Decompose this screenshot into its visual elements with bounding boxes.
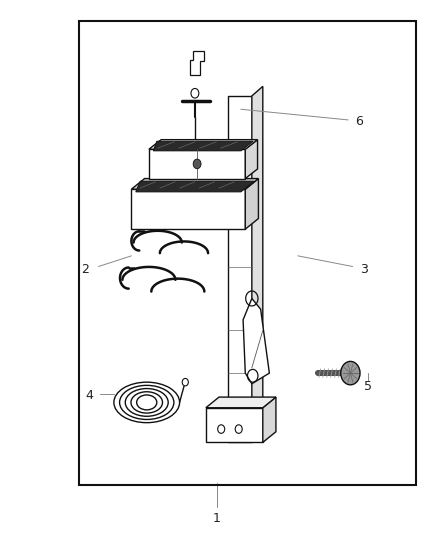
Polygon shape bbox=[243, 298, 269, 384]
Polygon shape bbox=[228, 96, 252, 442]
Polygon shape bbox=[252, 86, 263, 442]
Text: 4: 4 bbox=[86, 389, 94, 402]
Text: 1: 1 bbox=[213, 512, 221, 524]
Text: 2: 2 bbox=[81, 263, 89, 276]
Polygon shape bbox=[190, 51, 204, 75]
Polygon shape bbox=[131, 189, 245, 229]
Polygon shape bbox=[245, 140, 258, 179]
Text: 3: 3 bbox=[360, 263, 367, 276]
Circle shape bbox=[193, 159, 201, 169]
Bar bbox=[79, 21, 416, 485]
Polygon shape bbox=[149, 149, 245, 179]
Polygon shape bbox=[149, 140, 258, 149]
Text: 5: 5 bbox=[364, 381, 372, 393]
Polygon shape bbox=[153, 141, 253, 151]
Polygon shape bbox=[206, 408, 263, 442]
Polygon shape bbox=[245, 179, 258, 229]
Polygon shape bbox=[206, 397, 276, 408]
Polygon shape bbox=[136, 181, 254, 192]
Text: 6: 6 bbox=[355, 115, 363, 128]
Circle shape bbox=[341, 361, 360, 385]
Polygon shape bbox=[131, 179, 258, 189]
Polygon shape bbox=[263, 397, 276, 442]
